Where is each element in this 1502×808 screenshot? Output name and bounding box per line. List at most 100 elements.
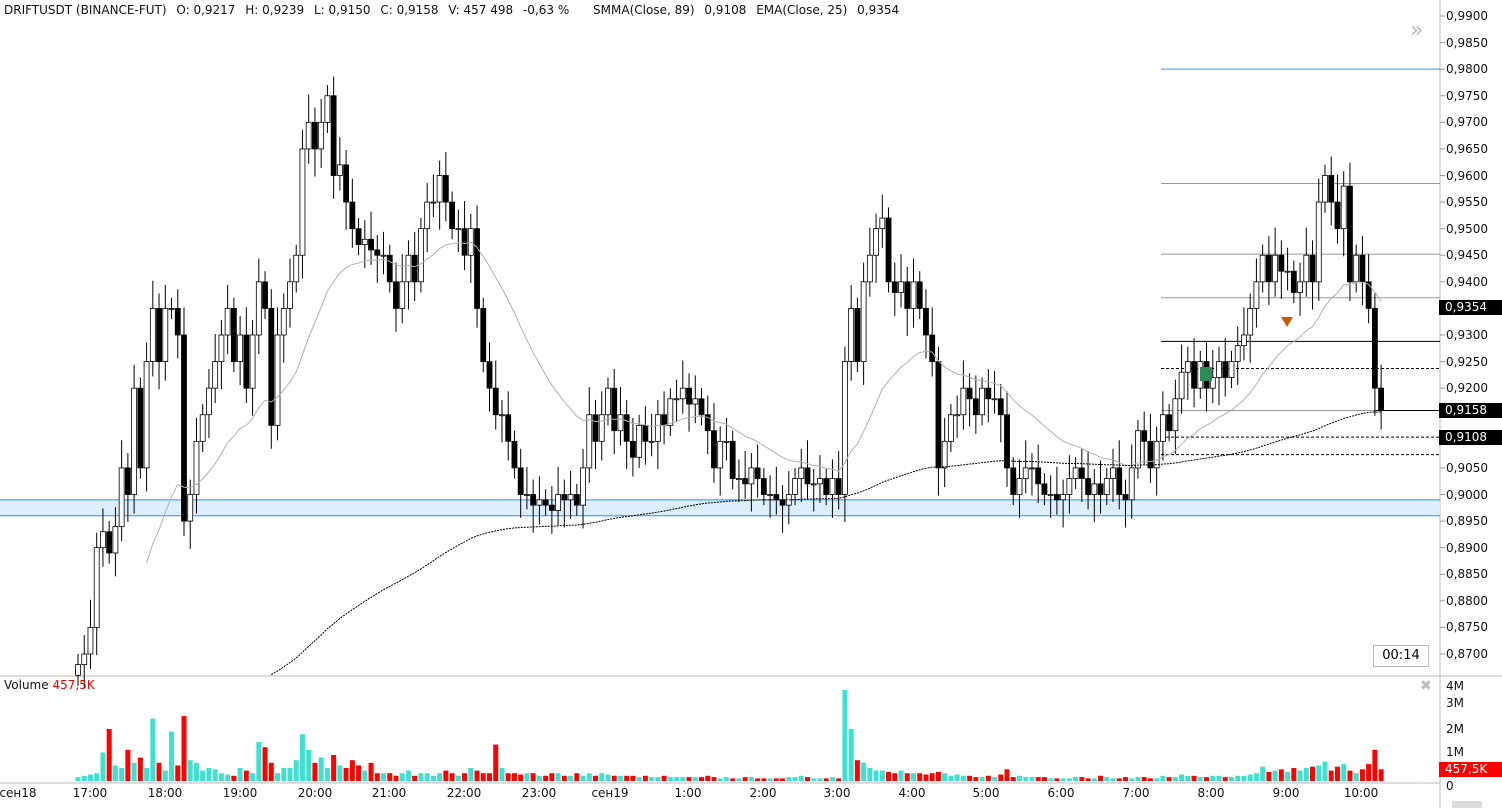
volume-bar [929, 773, 935, 781]
volume-bar [755, 778, 761, 781]
candle-up [280, 308, 287, 336]
candle-up [430, 201, 437, 204]
volume-bar [206, 768, 212, 781]
volume-bar [742, 777, 748, 781]
candle-up [324, 95, 331, 123]
volume-bar [462, 773, 468, 781]
candle-up [948, 414, 954, 442]
candle-up [1353, 254, 1360, 283]
candle-up [81, 653, 88, 666]
smma-value: 0,9108 [704, 3, 747, 17]
candle-up [654, 414, 661, 442]
volume-bar [948, 775, 954, 781]
candle-down [156, 308, 162, 362]
volume-bar [1166, 777, 1172, 781]
volume-bar [1154, 778, 1160, 781]
candle-down [174, 308, 181, 336]
candle-down [823, 478, 830, 495]
volume-bar [524, 773, 530, 781]
volume-bar [574, 773, 580, 781]
candle-up [274, 334, 281, 426]
candle-up [960, 387, 967, 416]
ema-label[interactable]: EMA(Close, 25) [756, 3, 848, 17]
volume-bar [518, 774, 524, 781]
price-tick: 0,8900 [1446, 540, 1488, 555]
ema-value: 0,9354 [857, 3, 900, 17]
candle-down [1041, 483, 1048, 495]
smma-label[interactable]: SMMA(Close, 89) [593, 3, 695, 17]
candle-up [100, 531, 106, 549]
volume-bar [923, 774, 929, 781]
symbol-name[interactable]: DRIFTUSDT (BINANCE-FUT) [4, 3, 167, 17]
candle-down [1166, 414, 1173, 432]
volume-bar [1160, 775, 1166, 781]
candle-down [854, 308, 861, 362]
candle-up [318, 121, 325, 150]
smma-line [271, 411, 1382, 676]
candle-up [1172, 398, 1179, 432]
volume-bar [680, 777, 686, 781]
candle-up [798, 467, 805, 479]
volume-bar [443, 770, 449, 781]
candle-up [1297, 281, 1303, 293]
price-tick: 0,8800 [1446, 593, 1488, 608]
volume-bar [599, 773, 605, 781]
volume-bar [1054, 778, 1060, 781]
candle-up [954, 414, 961, 417]
volume-bar [131, 762, 137, 781]
volume-bar [748, 777, 754, 781]
volume-bar [268, 762, 274, 781]
candle-down [661, 414, 667, 426]
volume-bar [1129, 778, 1135, 781]
candle-up [224, 308, 231, 336]
volume-bar [1297, 770, 1303, 781]
volume-bar [1247, 774, 1253, 781]
volume-bar [973, 777, 979, 781]
volume-bar [1366, 764, 1372, 781]
candle-up [723, 440, 730, 443]
volume-tick: 2M [1446, 722, 1464, 736]
time-tick: 4:00 [898, 786, 926, 800]
volume-bar [736, 778, 742, 781]
candle-up [580, 467, 586, 506]
candle-down [1078, 467, 1085, 479]
volume-bar [1104, 777, 1110, 781]
double-chevron-right-icon[interactable]: » [1410, 18, 1424, 43]
candle-down [505, 414, 512, 442]
candle-up [193, 440, 200, 495]
candle-down [923, 308, 929, 336]
candle-down [916, 281, 923, 309]
candle-down [386, 254, 393, 283]
volume-bar [474, 770, 480, 781]
candle-up [1303, 254, 1310, 283]
candle-down [1010, 467, 1017, 495]
close-icon[interactable]: ✖ [1420, 678, 1432, 694]
volume-bar [225, 774, 231, 781]
volume-tick: 4M [1446, 679, 1464, 693]
candle-up [1091, 483, 1098, 495]
volume-bar [1322, 761, 1328, 781]
volume-bar [250, 773, 256, 781]
volume-bar [1035, 777, 1041, 781]
candle-up [941, 440, 948, 469]
volume-bar [362, 770, 368, 781]
scrollbar [1452, 801, 1482, 808]
candle-up [305, 121, 312, 150]
volume-tick: 3M [1446, 696, 1464, 710]
time-tick: 21:00 [371, 786, 407, 800]
volume-bar [935, 771, 941, 781]
volume-bar [960, 775, 966, 781]
candle-up [898, 281, 904, 293]
candle-up [979, 387, 985, 416]
candle-down [573, 494, 580, 506]
volume-bar [892, 773, 898, 781]
volume-bar [686, 777, 692, 781]
volume-bar [493, 744, 499, 781]
volume-bar [543, 775, 549, 781]
candle-up [866, 254, 873, 283]
volume-bar [324, 768, 330, 781]
candle-down [486, 361, 493, 389]
volume-bar [605, 774, 611, 781]
volume-bar [1222, 777, 1228, 781]
